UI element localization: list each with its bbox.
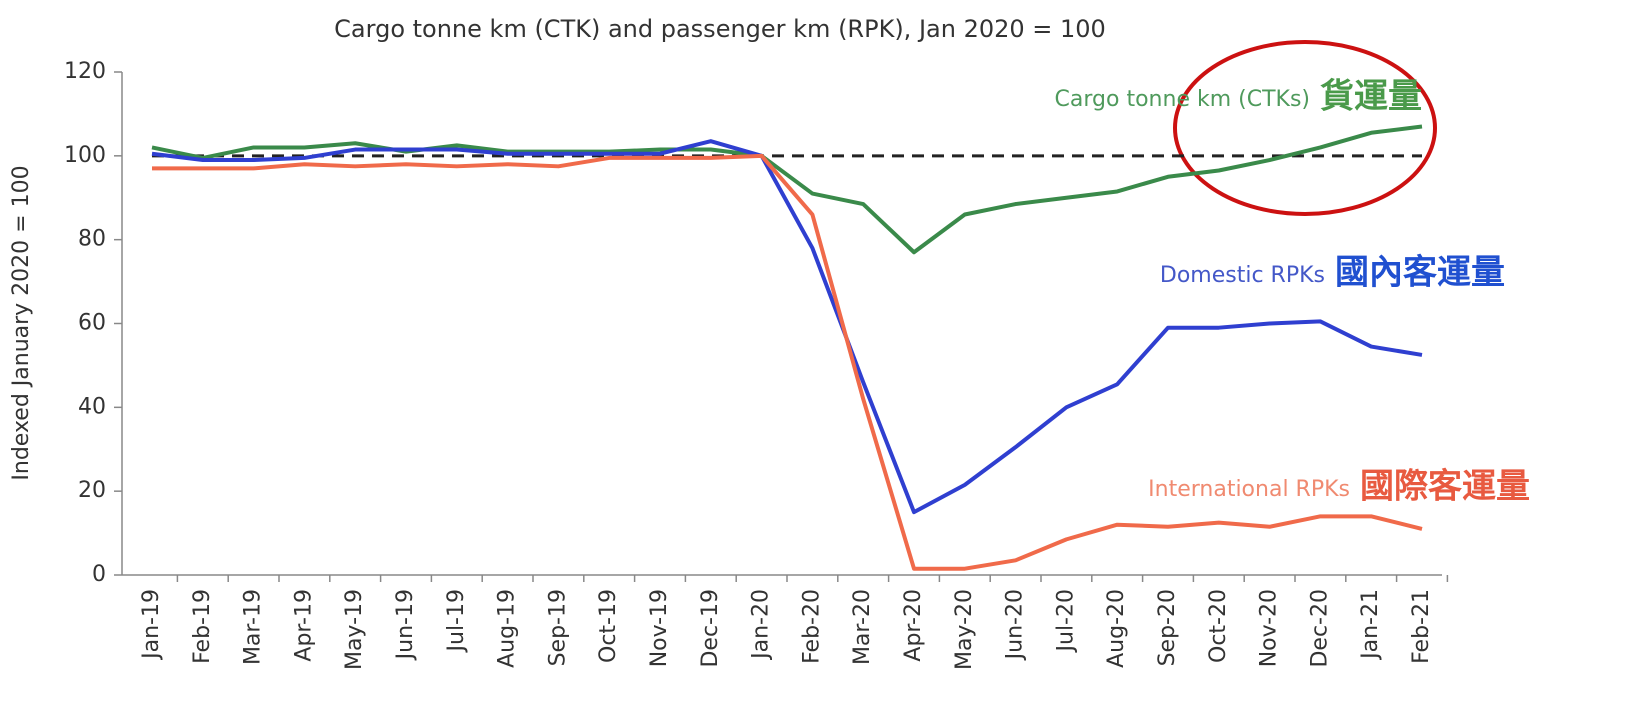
x-tick-label: Oct-19: [596, 589, 621, 663]
x-tick-label: Mar-20: [850, 589, 875, 665]
x-tick-label: Oct-20: [1206, 589, 1231, 663]
x-tick-label: Sep-20: [1155, 589, 1180, 666]
x-tick-label: Jan-19: [139, 589, 164, 661]
chart-title: Cargo tonne km (CTK) and passenger km (R…: [334, 15, 1106, 43]
y-tick-label: 60: [78, 311, 106, 336]
x-tick-label: May-20: [952, 589, 977, 670]
annotation: 貨運量: [1320, 77, 1422, 117]
x-tick-label: Aug-19: [495, 589, 520, 668]
x-tick-label: Jun-20: [1003, 589, 1028, 661]
x-tick-label: Jan-20: [749, 589, 774, 661]
series-label: Cargo tonne km (CTKs): [1055, 87, 1310, 112]
annotation: 國內客運量: [1335, 253, 1505, 293]
x-tick-label: Mar-19: [241, 589, 266, 665]
y-tick-label: 40: [78, 394, 106, 419]
annotation: 國際客運量: [1360, 467, 1530, 507]
y-tick-label: 120: [64, 59, 106, 84]
series-line: [152, 153, 1423, 571]
x-tick-label: Apr-20: [901, 589, 926, 662]
y-tick-label: 0: [92, 562, 106, 587]
highlight-circle: [1173, 40, 1437, 216]
series-label: Domestic RPKs: [1160, 263, 1325, 288]
x-tick-label: Jul-19: [444, 589, 469, 653]
series-label: International RPKs: [1148, 477, 1350, 502]
x-tick-label: May-19: [342, 589, 367, 670]
series-line: [151, 124, 1423, 255]
series-line: [151, 139, 1423, 515]
x-tick-label: Dec-20: [1307, 589, 1332, 668]
x-tick-label: Dec-19: [698, 589, 723, 668]
x-tick-label: Jul-20: [1053, 589, 1078, 653]
x-tick-label: Jan-21: [1358, 589, 1383, 661]
x-tick-label: Aug-20: [1104, 589, 1129, 668]
x-tick-label: Apr-19: [291, 589, 316, 662]
x-tick-label: Nov-20: [1257, 589, 1282, 667]
x-tick-label: Feb-20: [799, 589, 824, 664]
y-tick-label: 100: [64, 143, 106, 168]
x-tick-label: Feb-21: [1409, 589, 1434, 664]
y-axis-label: Indexed January 2020 = 100: [9, 165, 34, 480]
x-tick-label: Feb-19: [190, 589, 215, 664]
y-tick-label: 80: [78, 227, 106, 252]
x-tick-label: Nov-19: [647, 589, 672, 667]
y-tick-label: 20: [78, 478, 106, 503]
x-tick-label: Jun-19: [393, 589, 418, 661]
x-tick-label: Sep-19: [545, 589, 570, 666]
